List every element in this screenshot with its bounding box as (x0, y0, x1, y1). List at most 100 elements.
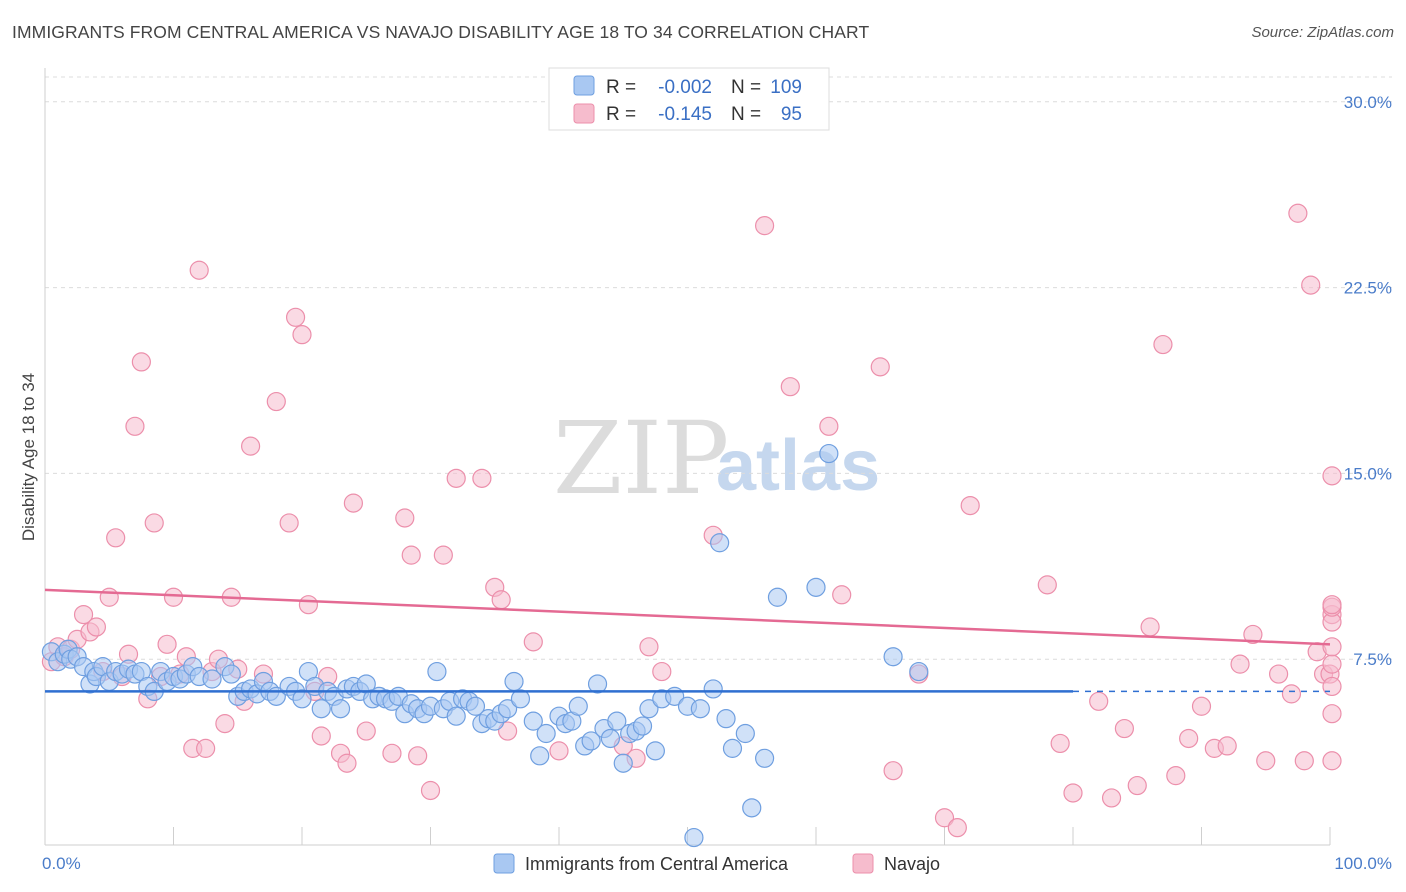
series-legend-label-blue: Immigrants from Central America (525, 854, 789, 874)
navajo-point (960, 495, 980, 516)
navajo-point (292, 325, 312, 345)
x-tick-label-max: 100.0% (1334, 854, 1392, 873)
legend-r-value-2: -0.145 (658, 104, 712, 125)
central-america-point (767, 587, 788, 607)
watermark-zip: ZIP (553, 400, 729, 517)
navajo-point (1050, 733, 1070, 754)
central-america-point (446, 706, 466, 726)
central-america-point (311, 699, 331, 719)
navajo-point (420, 780, 441, 801)
navajo-point (1153, 334, 1173, 355)
series-legend-swatch-pink (852, 853, 874, 874)
navajo-point (408, 746, 428, 766)
central-america-point (716, 709, 736, 729)
navajo-point (523, 632, 543, 652)
navajo-point (549, 741, 569, 761)
navajo-trend-line (44, 588, 1331, 646)
central-america-point (292, 689, 312, 709)
navajo-point (395, 508, 415, 528)
central-america-point (581, 731, 601, 751)
central-america-point (684, 827, 704, 848)
navajo-point (870, 357, 890, 377)
navajo-point (163, 587, 184, 607)
navajo-point (780, 377, 800, 397)
central-america-point (632, 716, 653, 736)
legend-swatch-blue (573, 75, 595, 96)
central-america-point (710, 533, 730, 553)
navajo-point (131, 352, 151, 372)
series-legend: Immigrants from Central America Navajo (493, 853, 940, 874)
navajo-point (189, 260, 209, 280)
stats-legend-box (548, 67, 830, 131)
navajo-point (652, 661, 672, 682)
central-america-point (645, 741, 665, 761)
y-tick-label: 30.0% (1344, 93, 1392, 112)
central-america-point (742, 798, 762, 818)
navajo-point (1217, 736, 1237, 756)
navajo-point (1140, 617, 1160, 637)
y-tick-label: 7.5% (1353, 650, 1392, 669)
central-america-point (587, 674, 608, 694)
chart-source: Source: ZipAtlas.com (1251, 24, 1394, 41)
central-america-point (690, 699, 710, 719)
navajo-point (106, 528, 126, 548)
watermark-atlas: atlas (716, 426, 880, 506)
navajo-point (883, 761, 903, 781)
navajo-point (241, 436, 261, 456)
navajo-point (1322, 466, 1342, 486)
central-america-point (754, 748, 775, 768)
navajo-point (285, 307, 306, 327)
navajo-point (356, 721, 376, 741)
navajo-point (1127, 775, 1147, 796)
central-america-point (600, 728, 621, 749)
navajo-point (1301, 275, 1321, 295)
navajo-point (401, 545, 421, 565)
central-america-point (568, 696, 588, 716)
navajo-point (934, 808, 955, 828)
navajo-point (819, 416, 839, 436)
y-tick-labels: 7.5% 15.0% 22.5% 30.0% (1344, 93, 1392, 669)
navajo-point (1322, 654, 1342, 674)
stats-legend: R = -0.002 N = 109 R = -0.145 N = 95 (548, 67, 830, 131)
central-america-point (504, 671, 524, 692)
legend-r-label-1: R = (606, 77, 636, 98)
watermark: ZIP atlas (553, 400, 880, 517)
central-america-point (819, 443, 839, 464)
y-tick-label: 15.0% (1344, 464, 1392, 483)
central-america-points (41, 443, 929, 848)
navajo-point (1256, 751, 1276, 771)
navajo-point (1089, 691, 1109, 711)
navajo-point (382, 743, 402, 763)
navajo-point (1322, 637, 1342, 657)
navajo-point (279, 513, 299, 533)
legend-n-value-1: 109 (770, 77, 802, 98)
navajo-point (99, 587, 119, 607)
navajo-point (86, 617, 107, 637)
central-america-point (427, 661, 447, 682)
navajo-point (1294, 751, 1314, 771)
grid (45, 76, 1392, 660)
navajo-point (832, 585, 852, 605)
legend-n-label-1: N = (731, 77, 761, 98)
navajo-point (1101, 788, 1122, 808)
navajo-point (1268, 664, 1289, 684)
central-america-point (465, 696, 486, 716)
navajo-point (144, 513, 164, 533)
navajo-point (1166, 766, 1186, 786)
navajo-point (1243, 624, 1263, 645)
central-america-point (202, 669, 222, 689)
central-america-point (735, 723, 755, 744)
navajo-point (1063, 783, 1083, 803)
navajo-point (196, 738, 216, 758)
navajo-point (947, 818, 967, 838)
legend-r-value-1: -0.002 (658, 77, 712, 98)
navajo-point (1322, 676, 1342, 697)
central-america-point (806, 577, 826, 597)
series-legend-swatch-blue (493, 853, 515, 874)
legend-n-value-2: 95 (781, 104, 802, 125)
navajo-point (1288, 203, 1308, 223)
central-america-point (330, 699, 351, 719)
navajo-point (754, 216, 775, 236)
central-america-point (639, 699, 659, 719)
central-america-point (909, 661, 929, 682)
